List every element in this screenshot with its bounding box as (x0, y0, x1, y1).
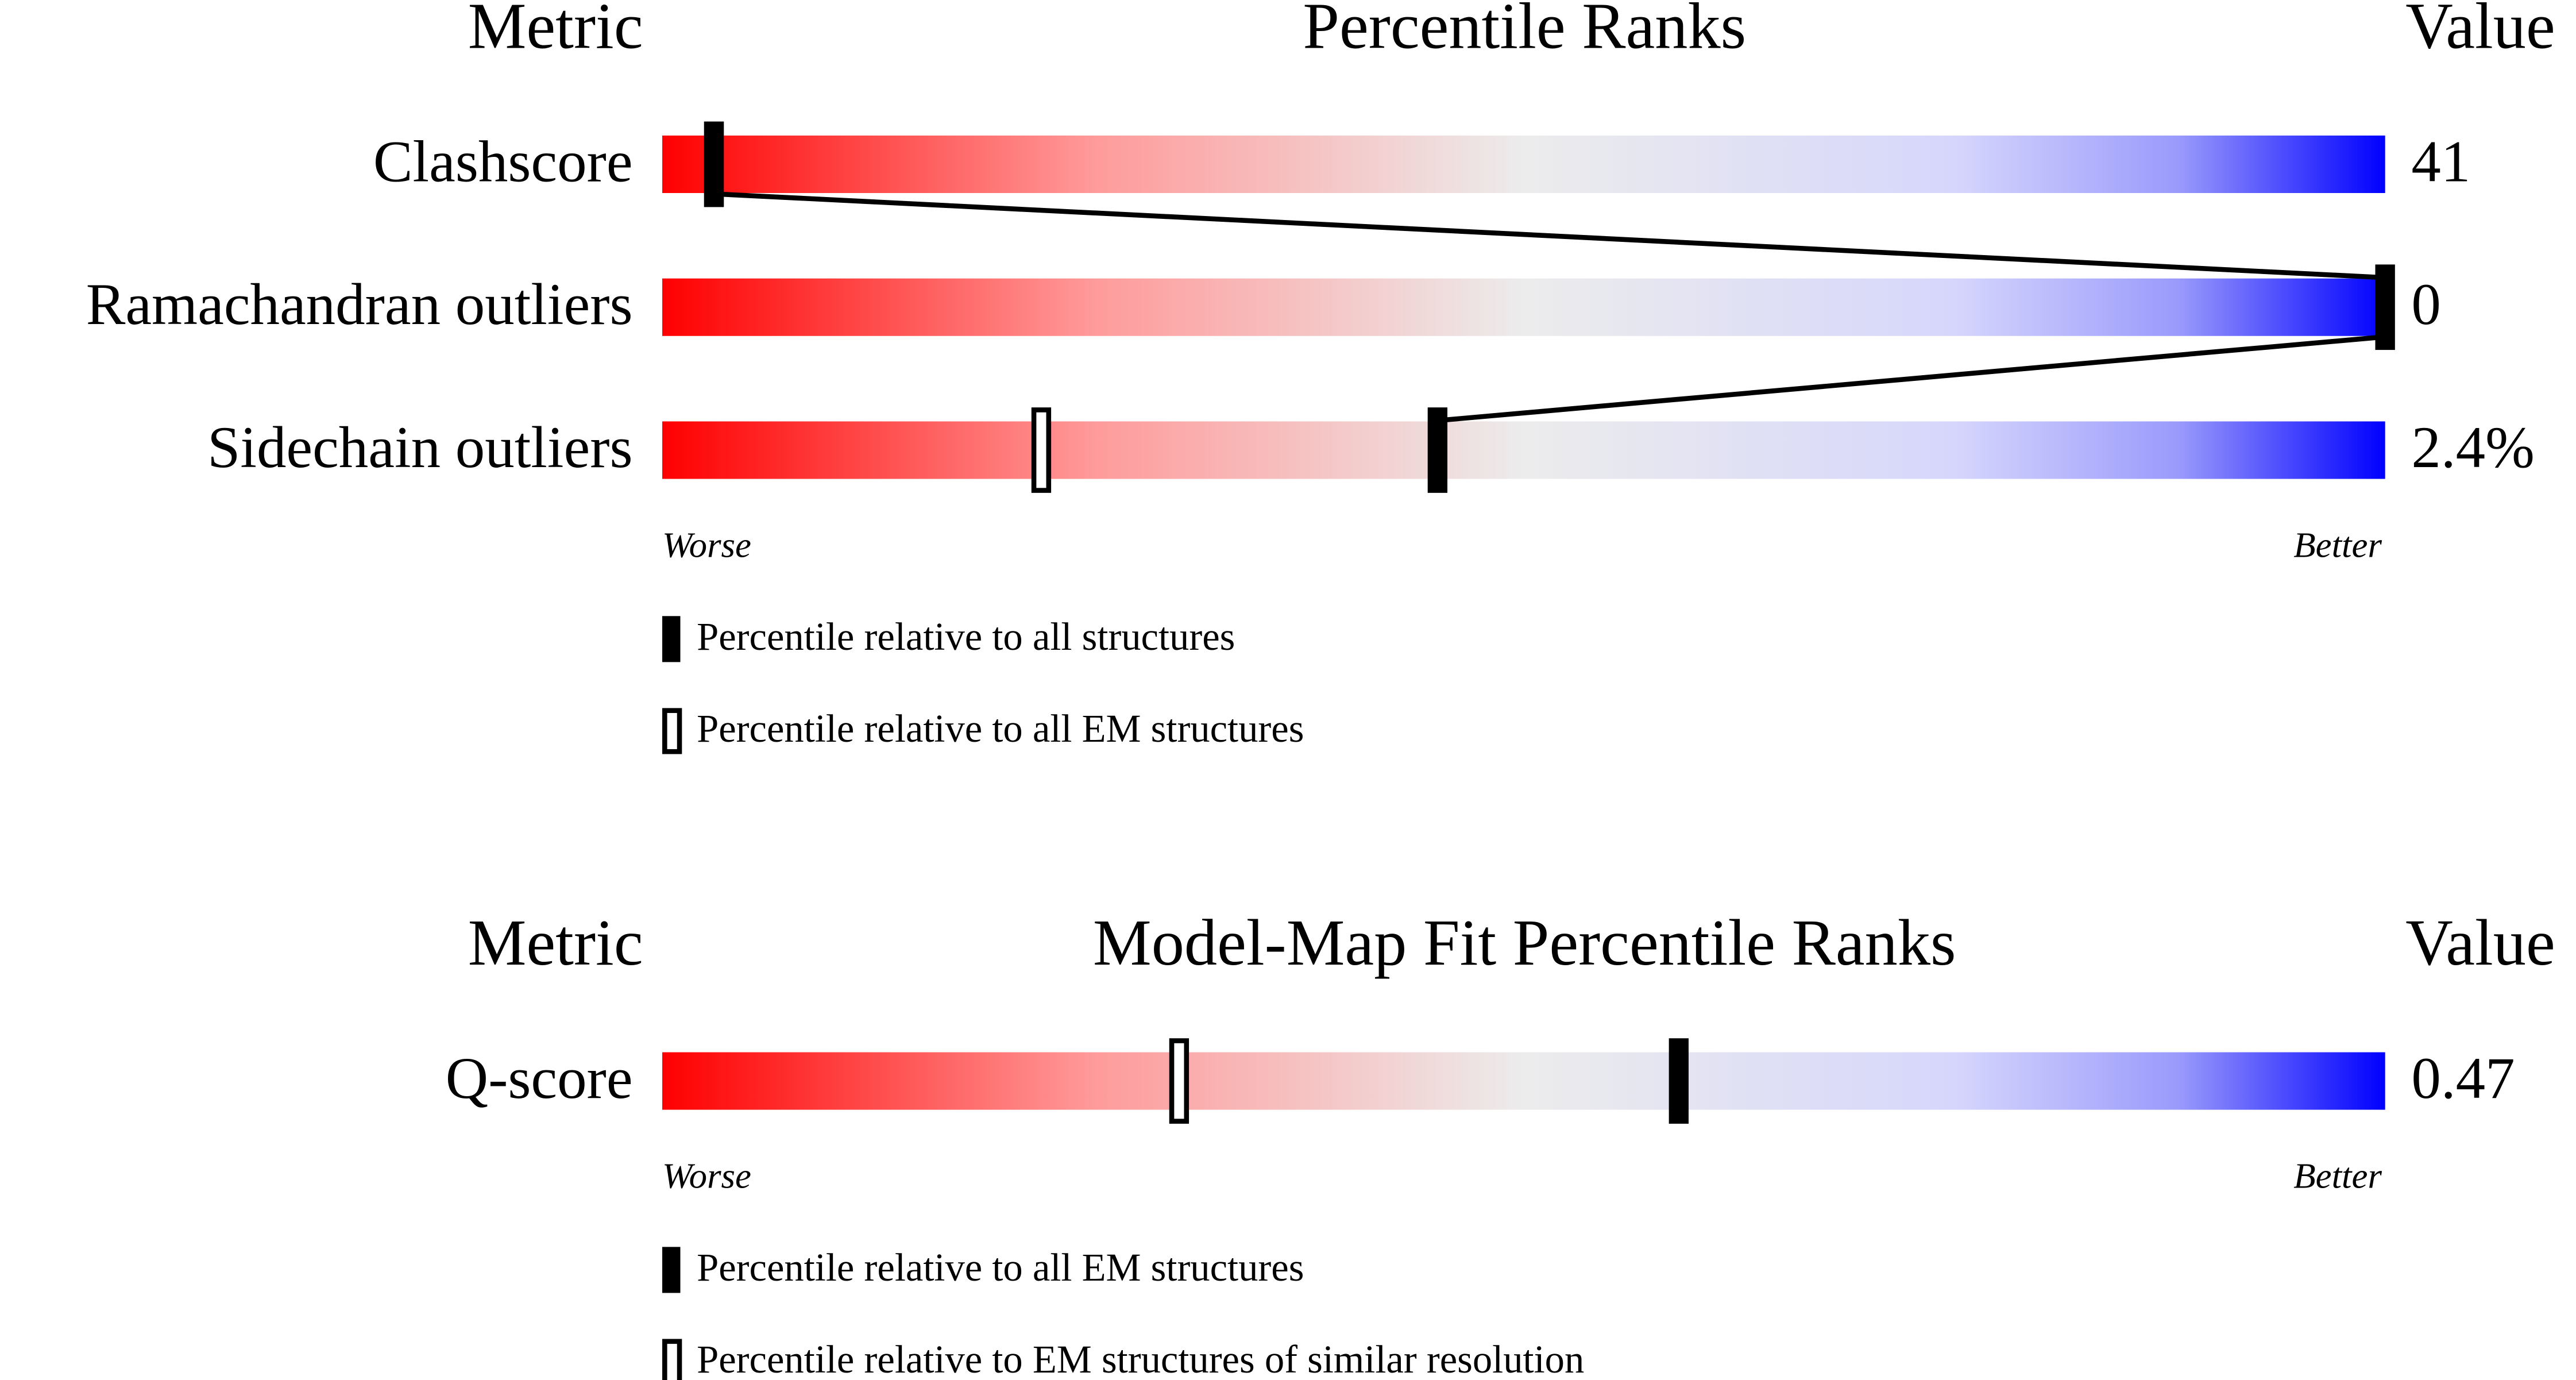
header-metric: Metric (468, 906, 643, 979)
metric-label: Ramachandran outliers (86, 272, 633, 337)
legend-open-label: Percentile relative to all EM structures (697, 707, 1304, 750)
legend-filled-swatch (662, 616, 681, 662)
legend-filled-label: Percentile relative to all EM structures (697, 1246, 1304, 1289)
legend-filled-label: Percentile relative to all structures (697, 615, 1235, 658)
marker-open (1031, 407, 1052, 493)
marker-filled (704, 121, 724, 207)
percentile-bar (662, 421, 2385, 479)
legend-open-swatch (662, 708, 682, 754)
percentile-bar (662, 135, 2385, 193)
metric-label: Sidechain outliers (207, 415, 632, 480)
marker-filled (1427, 407, 1448, 493)
marker-filled (2375, 264, 2395, 350)
legend-open-swatch (662, 1339, 682, 1380)
metric-value: 2.4% (2411, 415, 2534, 480)
metric-label: Q-score (446, 1046, 633, 1111)
percentile-bar (662, 278, 2385, 336)
legend-open-label: Percentile relative to EM structures of … (697, 1337, 1584, 1380)
metric-value: 41 (2411, 129, 2470, 194)
header-value: Value (2405, 0, 2555, 62)
header-title: Percentile Ranks (1303, 0, 1746, 62)
header-value: Value (2405, 906, 2555, 979)
metric-value: 0 (2411, 272, 2440, 337)
connector (1437, 334, 2386, 423)
connector (713, 191, 2385, 280)
metric-value: 0.47 (2411, 1046, 2515, 1111)
percentile-bar (662, 1052, 2385, 1110)
header-metric: Metric (468, 0, 643, 62)
marker-filled (1669, 1038, 1689, 1124)
header-title: Model-Map Fit Percentile Ranks (1093, 906, 1956, 979)
worse-label: Worse (662, 1156, 751, 1196)
metric-label: Clashscore (373, 129, 633, 194)
marker-open (1169, 1038, 1189, 1124)
legend-filled-swatch (662, 1247, 681, 1293)
better-label: Better (2293, 1156, 2382, 1196)
better-label: Better (2293, 525, 2382, 565)
worse-label: Worse (662, 525, 751, 565)
